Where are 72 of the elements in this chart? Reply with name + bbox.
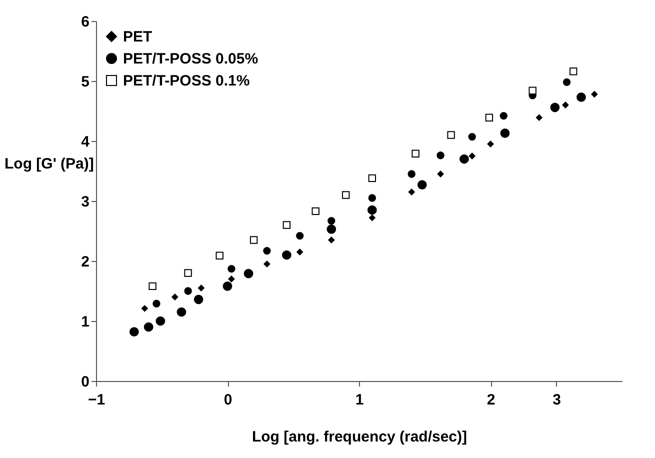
point	[437, 170, 444, 178]
point	[408, 188, 415, 196]
point	[328, 236, 335, 244]
x-tick-label: −1	[88, 392, 106, 408]
point	[156, 316, 166, 326]
point	[141, 305, 148, 312]
x-tick-label: 1	[355, 392, 364, 408]
point	[184, 269, 192, 277]
point	[436, 152, 444, 160]
point	[408, 170, 416, 178]
y-tick-label: 3	[81, 194, 90, 210]
point	[569, 68, 578, 76]
point	[485, 114, 494, 122]
x-tick-label: 2	[486, 392, 496, 408]
x-tick-label: 0	[224, 392, 232, 408]
point	[417, 180, 427, 190]
point	[144, 322, 154, 332]
y-axis-title: Log [G' (Pa)]	[4, 156, 94, 172]
y-tick-label: 0	[81, 374, 90, 390]
point	[460, 154, 469, 164]
legend-label: PET/T-POSS 0.1%	[123, 72, 250, 90]
point	[487, 140, 494, 148]
point	[576, 92, 586, 102]
x-axis-title: Log [ang. frequency (rad/sec)]	[252, 428, 468, 446]
point	[152, 300, 160, 308]
point	[194, 294, 204, 304]
legend-label: PET/T-POSS 0.05%	[123, 50, 258, 68]
point	[176, 307, 186, 317]
point	[244, 268, 254, 278]
point	[264, 260, 270, 268]
point	[562, 102, 569, 108]
point	[228, 276, 235, 282]
point	[198, 284, 204, 292]
point	[412, 150, 420, 158]
point	[326, 224, 336, 234]
point	[250, 236, 258, 244]
point	[282, 221, 291, 229]
point	[129, 327, 139, 336]
point	[528, 86, 536, 94]
point	[591, 90, 598, 98]
point	[500, 112, 508, 120]
point	[468, 152, 476, 160]
point	[312, 207, 320, 216]
y-tick-label: 5	[81, 74, 90, 90]
point	[184, 287, 192, 295]
point	[368, 194, 376, 202]
point	[172, 294, 178, 300]
point	[550, 102, 560, 112]
point	[282, 250, 292, 260]
point	[468, 132, 476, 141]
point	[367, 205, 377, 215]
point	[263, 246, 271, 255]
point	[222, 282, 232, 291]
point	[328, 216, 336, 225]
y-tick-label: 1	[81, 314, 90, 330]
point	[368, 214, 376, 222]
legend-label: PET	[123, 28, 152, 46]
y-tick-label: 4	[81, 134, 90, 150]
point	[368, 174, 376, 182]
y-tick-label: 6	[81, 14, 90, 30]
y-tick-label: 2	[81, 254, 90, 270]
point	[228, 264, 236, 273]
point	[500, 128, 510, 138]
point	[148, 282, 156, 290]
point	[562, 78, 571, 86]
point	[216, 252, 224, 260]
point	[536, 114, 542, 121]
x-tick-label: 3	[552, 392, 561, 408]
point	[296, 248, 304, 256]
point	[342, 191, 350, 199]
point	[447, 131, 455, 139]
point	[296, 232, 304, 240]
